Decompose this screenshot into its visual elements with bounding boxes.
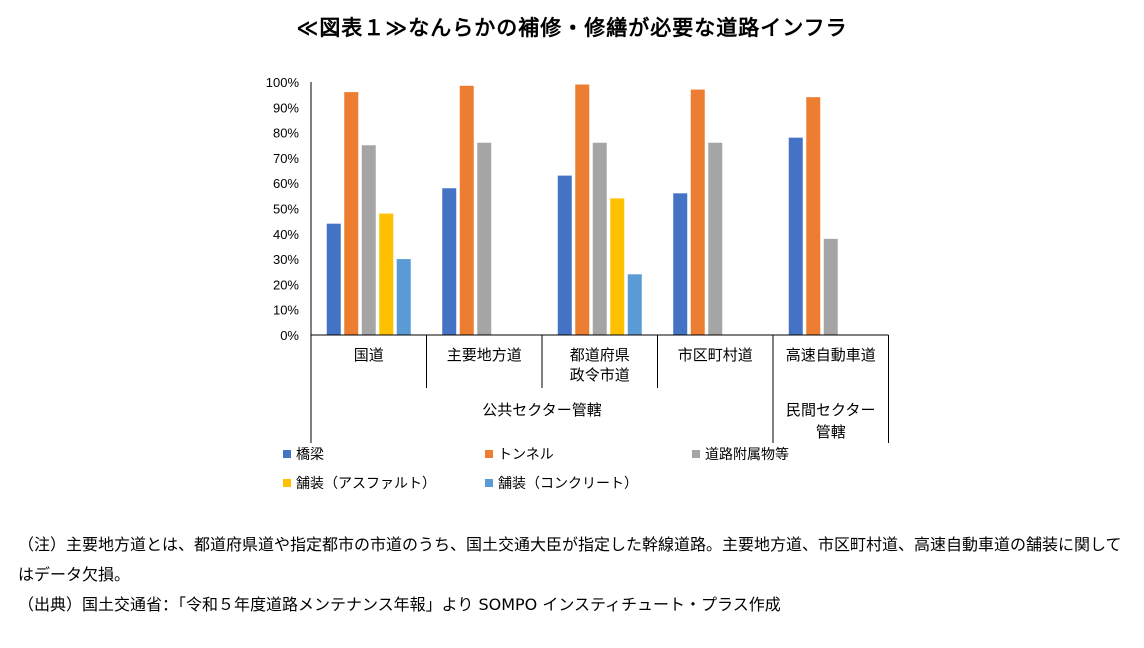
y-tick-label: 10% [273, 303, 299, 318]
bar [610, 198, 625, 335]
bar [690, 89, 705, 335]
footnotes: （注）主要地方道とは、都道府県道や指定都市の市道のうち、国土交通大臣が指定した幹… [18, 530, 1133, 620]
bar [592, 142, 607, 335]
legend-label: 舗装（コンクリート） [498, 476, 638, 492]
category-label: 高速自動車道 [786, 346, 876, 364]
legend-label: 道路附属物等 [705, 447, 789, 463]
y-tick-label: 100% [266, 75, 300, 90]
bar [326, 223, 341, 335]
legend-label: 橋梁 [296, 447, 324, 463]
bar [396, 259, 411, 335]
bar [361, 145, 376, 335]
y-tick-label: 40% [273, 227, 299, 242]
y-tick-label: 0% [280, 328, 299, 343]
legend-swatch [485, 479, 493, 487]
bar [708, 142, 723, 335]
bar [557, 175, 572, 335]
bar [379, 213, 394, 335]
category-label: 都道府県 [570, 346, 630, 364]
y-tick-label: 70% [273, 151, 299, 166]
y-tick-label: 60% [273, 176, 299, 191]
chart-legend: 橋梁 トンネル 道路附属物等 舗装（アスファルト） 舗装（コンクリート） [283, 446, 903, 498]
group-label: 民間セクター [786, 401, 875, 419]
category-label: 政令市道 [570, 366, 630, 384]
legend-item-bridges: 橋梁 [283, 446, 324, 464]
bar [823, 238, 838, 335]
bar [459, 85, 474, 335]
group-label: 管轄 [816, 423, 846, 441]
legend-swatch [283, 479, 291, 487]
y-tick-label: 30% [273, 252, 299, 267]
y-tick-label: 80% [273, 126, 299, 141]
legend-item-road-facilities: 道路附属物等 [692, 446, 789, 464]
legend-label: 舗装（アスファルト） [296, 476, 436, 492]
note-text: （注）主要地方道とは、都道府県道や指定都市の市道のうち、国土交通大臣が指定した幹… [18, 535, 1122, 584]
group-label: 公共セクター管轄 [482, 401, 601, 419]
y-tick-label: 90% [273, 100, 299, 115]
bar [788, 137, 803, 335]
legend-label: トンネル [498, 447, 554, 463]
bar [627, 274, 642, 335]
legend-item-concrete: 舗装（コンクリート） [485, 475, 638, 493]
bar [477, 142, 492, 335]
y-tick-label: 50% [273, 202, 299, 217]
bar [806, 97, 821, 336]
source-text: （出典）国土交通省：「令和５年度道路メンテナンス年報」より SOMPO インステ… [18, 595, 781, 614]
category-label: 国道 [354, 346, 384, 364]
legend-item-tunnels: トンネル [485, 446, 554, 464]
legend-swatch [283, 450, 291, 458]
legend-item-asphalt: 舗装（アスファルト） [283, 475, 436, 493]
chart-title: ≪図表１≫なんらかの補修・修繕が必要な道路インフラ [296, 16, 848, 40]
bar [575, 84, 590, 335]
category-label: 市区町村道 [678, 346, 753, 364]
y-tick-label: 20% [273, 277, 299, 292]
category-label: 主要地方道 [447, 346, 522, 364]
legend-swatch [692, 450, 700, 458]
bar [673, 193, 688, 335]
bar [442, 188, 457, 335]
bar [344, 92, 359, 336]
legend-swatch [485, 450, 493, 458]
